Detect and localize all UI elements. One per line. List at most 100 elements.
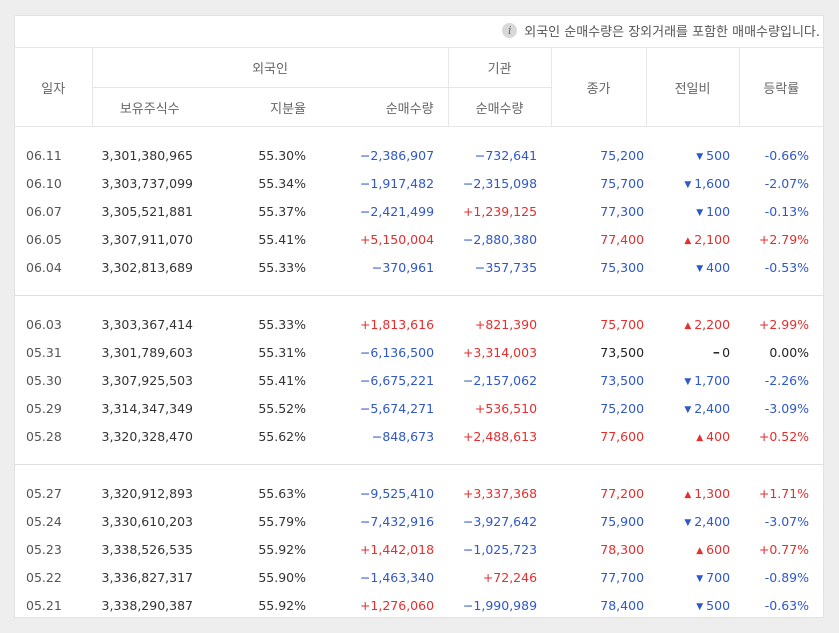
row-change: ▲ 2,200 (646, 310, 739, 338)
table-row: 06.10 3,303,737,099 55.34% −1,917,482 −2,315… (15, 169, 823, 197)
row-ratio: 55.92% (258, 597, 306, 613)
row-holdings: 3,338,290,387 (101, 597, 193, 613)
row-holdings: 3,336,827,317 (101, 569, 193, 585)
row-change: ▼ 400 (646, 253, 739, 281)
col-foreign-group: 외국인 (91, 47, 449, 88)
row-ratio: 55.52% (258, 400, 306, 416)
row-change-value: 2,100 (694, 231, 731, 247)
row-close: 77,400 (600, 231, 645, 247)
row-date: 05.31 (26, 344, 62, 360)
row-change: ▼ 1,600 (646, 169, 739, 197)
row-institution-net: −1,025,723 (462, 541, 538, 557)
row-rate: +0.77% (758, 541, 810, 557)
row-foreign-net: −1,463,340 (359, 569, 435, 585)
row-holdings: 3,305,521,881 (101, 203, 193, 219)
row-rate: +1.71% (758, 485, 810, 501)
row-foreign-net: +5,150,004 (359, 231, 435, 247)
table-row: 05.30 3,307,925,503 55.41% −6,675,221 −2,157… (15, 366, 823, 394)
flat-arrow-icon: ━ (713, 348, 720, 359)
row-ratio: 55.34% (258, 175, 306, 191)
row-change-value: 500 (706, 147, 731, 163)
info-icon[interactable]: i (502, 22, 518, 38)
row-institution-net: +3,337,368 (462, 485, 538, 501)
row-institution-net: +821,390 (474, 316, 538, 332)
row-ratio: 55.41% (258, 231, 306, 247)
row-ratio: 55.33% (258, 316, 306, 332)
row-date: 05.22 (26, 569, 62, 585)
row-change: ▼ 2,400 (646, 507, 739, 535)
table-row: 05.22 3,336,827,317 55.90% −1,463,340 +72,24… (15, 563, 823, 591)
down-arrow-icon: ▼ (696, 601, 704, 612)
row-date: 05.30 (26, 372, 62, 388)
row-institution-net: +2,488,613 (462, 428, 538, 444)
row-ratio: 55.90% (258, 569, 306, 585)
row-holdings: 3,307,925,503 (101, 372, 193, 388)
up-arrow-icon: ▲ (696, 545, 704, 556)
table-row: 05.23 3,338,526,535 55.92% +1,442,018 −1,025… (15, 535, 823, 563)
row-change-value: 700 (706, 569, 731, 585)
row-ratio: 55.31% (258, 344, 306, 360)
row-change-value: 1,300 (694, 485, 731, 501)
table-row: 05.24 3,330,610,203 55.79% −7,432,916 −3,927… (15, 507, 823, 535)
row-foreign-net: +1,813,616 (359, 316, 435, 332)
row-ratio: 55.30% (258, 147, 306, 163)
table-row: 05.31 3,301,789,603 55.31% −6,136,500 +3,314… (15, 338, 823, 366)
table-row: 05.29 3,314,347,349 55.52% −5,674,271 +536,5… (15, 394, 823, 422)
row-change: ▲ 400 (646, 422, 739, 450)
row-holdings: 3,330,610,203 (101, 513, 193, 529)
down-arrow-icon: ▼ (696, 263, 704, 274)
row-change-value: 2,400 (694, 513, 731, 529)
row-holdings: 3,303,367,414 (101, 316, 193, 332)
table-row: 05.21 3,338,290,387 55.92% +1,276,060 −1,990… (15, 591, 823, 619)
down-arrow-icon: ▼ (684, 179, 692, 190)
row-foreign-net: −848,673 (371, 428, 435, 444)
row-change-value: 400 (706, 259, 731, 275)
row-holdings: 3,320,328,470 (101, 428, 193, 444)
row-change-value: 400 (706, 428, 731, 444)
row-change-value: 2,400 (694, 400, 731, 416)
col-institution-net: 순매수량 (447, 87, 552, 127)
row-institution-net: +72,246 (482, 569, 538, 585)
row-institution-net: +3,314,003 (462, 344, 538, 360)
row-date: 05.27 (26, 485, 62, 501)
row-rate: -0.53% (764, 259, 810, 275)
col-institution-group: 기관 (447, 47, 552, 88)
row-change-value: 0 (722, 344, 731, 360)
row-date: 06.04 (26, 259, 62, 275)
down-arrow-icon: ▼ (684, 376, 692, 387)
table-row: 06.07 3,305,521,881 55.37% −2,421,499 +1,239… (15, 197, 823, 225)
up-arrow-icon: ▲ (684, 235, 692, 246)
col-date: 일자 (15, 47, 92, 127)
down-arrow-icon: ▼ (696, 207, 704, 218)
row-holdings: 3,320,912,893 (101, 485, 193, 501)
col-close: 종가 (550, 47, 647, 127)
row-institution-net: −732,641 (474, 147, 538, 163)
row-rate: +2.99% (758, 316, 810, 332)
notice: i 외국인 순매수량은 장외거래를 포함한 매매수량입니다. (502, 19, 820, 41)
row-foreign-net: −1,917,482 (359, 175, 435, 191)
col-rate: 등락률 (738, 47, 824, 127)
row-close: 75,700 (600, 316, 645, 332)
row-close: 77,700 (600, 569, 645, 585)
row-change: ▼ 1,700 (646, 366, 739, 394)
row-rate: -2.26% (764, 372, 810, 388)
row-ratio: 55.37% (258, 203, 306, 219)
row-institution-net: −2,315,098 (462, 175, 538, 191)
table-row: 06.11 3,301,380,965 55.30% −2,386,907 −732,6… (15, 141, 823, 169)
table-row: 06.03 3,303,367,414 55.33% +1,813,616 +821,3… (15, 310, 823, 338)
row-close: 75,900 (600, 513, 645, 529)
row-rate: -3.09% (764, 400, 810, 416)
col-ratio: 지분율 (207, 87, 320, 127)
row-institution-net: −2,880,380 (462, 231, 538, 247)
row-foreign-net: −6,136,500 (359, 344, 435, 360)
row-institution-net: −3,927,642 (462, 513, 538, 529)
col-holdings: 보유주식수 (91, 87, 207, 127)
up-arrow-icon: ▲ (696, 432, 704, 443)
row-foreign-net: −7,432,916 (359, 513, 435, 529)
table-row: 05.28 3,320,328,470 55.62% −848,673 +2,488,6… (15, 422, 823, 450)
table-row: 06.05 3,307,911,070 55.41% +5,150,004 −2,880… (15, 225, 823, 253)
row-close: 75,200 (600, 147, 645, 163)
row-foreign-net: +1,276,060 (359, 597, 435, 613)
row-close: 75,300 (600, 259, 645, 275)
row-change-value: 1,700 (694, 372, 731, 388)
